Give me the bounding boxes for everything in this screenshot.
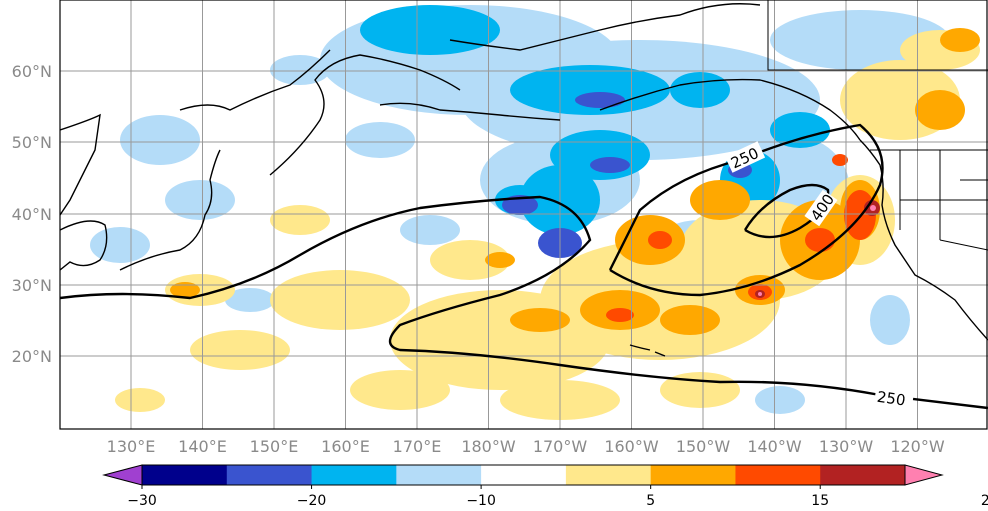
- lon-tick-label: 130°W: [819, 437, 874, 456]
- colorbar-segment: [735, 465, 821, 485]
- lon-tick-label: 170°E: [393, 437, 442, 456]
- contour-400: [743, 183, 830, 239]
- anomaly-field: [90, 5, 980, 420]
- colorbar-segment: [565, 465, 652, 485]
- lat-tick-labels: 60°N 50°N 40°N 30°N 20°N: [12, 62, 52, 366]
- colorbar-segment: [311, 465, 397, 485]
- gridlines: [60, 0, 988, 429]
- lon-tick-labels: 130°E 140°E 150°E 160°E 170°E 180°W 170°W 160°W…: [107, 437, 945, 456]
- coast-japan: [119, 149, 221, 271]
- coastlines: [60, 3, 988, 357]
- colorbar-extend-low: [102, 464, 143, 486]
- coast-kamchatka: [269, 54, 461, 176]
- colorbar-tick-label: −20: [297, 493, 327, 509]
- anomaly-peak: [758, 205, 876, 296]
- lon-tick-label: 140°W: [747, 437, 802, 456]
- contour-label-250-south: 250: [876, 388, 907, 410]
- map-frame: [59, 0, 988, 430]
- border-canada-alaska: [767, 0, 988, 71]
- colorbar: −30 −20 −10 5 15 25: [102, 464, 988, 509]
- contour-labels: 250 400 250: [724, 141, 915, 410]
- colorbar-extend-high: [904, 464, 944, 486]
- contours: [60, 123, 988, 410]
- coast-alaska: [449, 3, 761, 51]
- colorbar-tick-label: 15: [811, 493, 829, 509]
- lon-tick-label: 180°W: [461, 437, 516, 456]
- coast-alaska-south: [599, 78, 861, 141]
- lat-tick-30n: 30°N: [12, 276, 52, 295]
- colorbar-segment: [396, 465, 482, 485]
- coast-aleutians: [379, 102, 561, 121]
- map-area: 250 400 250: [60, 0, 988, 429]
- coast-okhotsk: [179, 49, 331, 111]
- lon-tick-label: 130°E: [107, 437, 156, 456]
- contour-250-east: [608, 123, 884, 297]
- colorbar-tick-label: 5: [646, 493, 655, 509]
- colorbar-segment: [226, 465, 313, 485]
- lon-tick-label: 160°W: [604, 437, 659, 456]
- lon-tick-label: 140°E: [178, 437, 227, 456]
- colorbar-frame: [141, 464, 906, 486]
- lat-tick-40n: 40°N: [12, 205, 52, 224]
- lon-tick-label: 150°W: [676, 437, 731, 456]
- border-states: [899, 150, 988, 251]
- colorbar-segment: [820, 465, 906, 485]
- lon-tick-label: 160°E: [321, 437, 370, 456]
- coast-korea: [60, 220, 108, 271]
- lon-tick-label: 120°W: [890, 437, 945, 456]
- colorbar-tick-label: −10: [466, 493, 496, 509]
- coast-hawaii: [629, 344, 666, 357]
- coast-asia-east: [60, 113, 101, 216]
- colorbar-segment: [481, 465, 567, 485]
- lat-tick-50n: 50°N: [12, 133, 52, 152]
- colorbar-tick-label: −30: [127, 493, 157, 509]
- colorbar-tick-label: 25: [981, 493, 988, 509]
- colorbar-segment: [650, 465, 736, 485]
- contour-250-main: [60, 195, 988, 410]
- lat-tick-60n: 60°N: [12, 62, 52, 81]
- lon-tick-label: 150°E: [250, 437, 299, 456]
- political-borders: [767, 0, 988, 251]
- coast-north-america-west: [859, 139, 988, 341]
- lon-tick-label: 170°W: [533, 437, 588, 456]
- colorbar-segment: [142, 465, 228, 485]
- lat-tick-20n: 20°N: [12, 347, 52, 366]
